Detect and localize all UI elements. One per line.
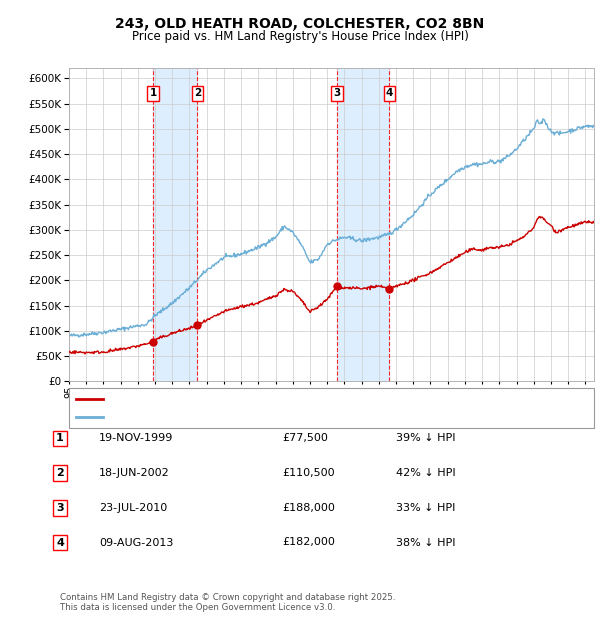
Text: 23-JUL-2010: 23-JUL-2010	[99, 503, 167, 513]
Text: HPI: Average price, detached house, Colchester: HPI: Average price, detached house, Colc…	[108, 412, 346, 422]
Text: 42% ↓ HPI: 42% ↓ HPI	[396, 468, 455, 478]
Text: 19-NOV-1999: 19-NOV-1999	[99, 433, 173, 443]
Text: £110,500: £110,500	[282, 468, 335, 478]
Text: 3: 3	[333, 89, 340, 99]
Bar	[337, 68, 389, 381]
Text: 243, OLD HEATH ROAD, COLCHESTER, CO2 8BN (detached house): 243, OLD HEATH ROAD, COLCHESTER, CO2 8BN…	[108, 394, 437, 404]
Text: 2: 2	[56, 468, 64, 478]
Text: 3: 3	[56, 503, 64, 513]
Text: 4: 4	[56, 538, 64, 547]
Text: £188,000: £188,000	[282, 503, 335, 513]
Text: Contains HM Land Registry data © Crown copyright and database right 2025.
This d: Contains HM Land Registry data © Crown c…	[60, 593, 395, 612]
Bar	[153, 68, 197, 381]
Text: 1: 1	[149, 89, 157, 99]
Text: 33% ↓ HPI: 33% ↓ HPI	[396, 503, 455, 513]
Text: 18-JUN-2002: 18-JUN-2002	[99, 468, 170, 478]
Text: 38% ↓ HPI: 38% ↓ HPI	[396, 538, 455, 547]
Text: £77,500: £77,500	[282, 433, 328, 443]
Text: 39% ↓ HPI: 39% ↓ HPI	[396, 433, 455, 443]
Text: Price paid vs. HM Land Registry's House Price Index (HPI): Price paid vs. HM Land Registry's House …	[131, 30, 469, 43]
Text: 2: 2	[194, 89, 201, 99]
Text: 4: 4	[386, 89, 393, 99]
Text: 243, OLD HEATH ROAD, COLCHESTER, CO2 8BN: 243, OLD HEATH ROAD, COLCHESTER, CO2 8BN	[115, 17, 485, 31]
Text: 1: 1	[56, 433, 64, 443]
Text: £182,000: £182,000	[282, 538, 335, 547]
Text: 09-AUG-2013: 09-AUG-2013	[99, 538, 173, 547]
